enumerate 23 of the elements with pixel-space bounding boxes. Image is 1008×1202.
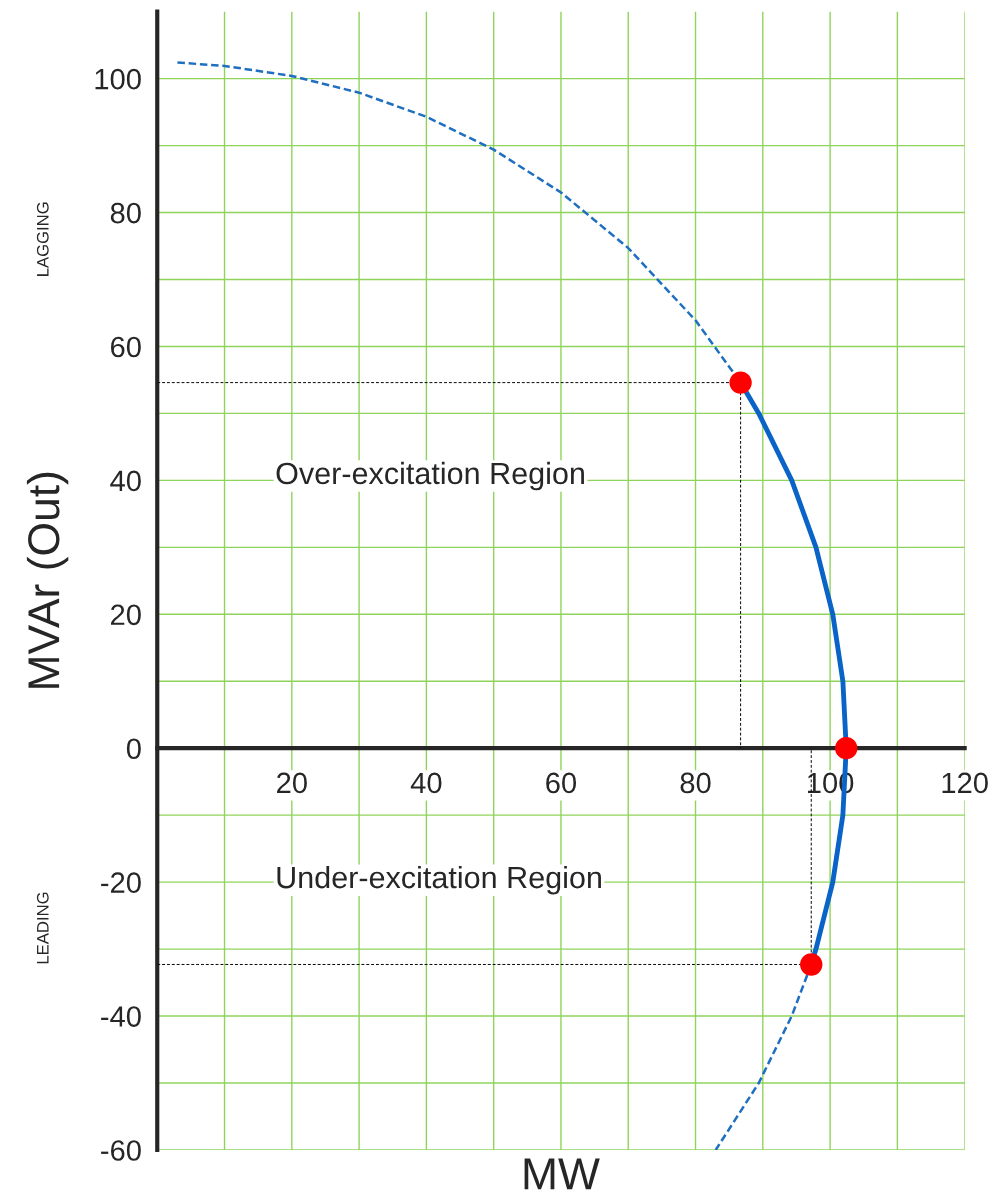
text: LEADING	[36, 892, 49, 964]
point	[800, 953, 823, 976]
y-tick-label: 0	[126, 738, 141, 760]
x-tick-label: 60	[546, 772, 577, 794]
y-tick-label: 40	[110, 470, 141, 492]
y-tick-label: 100	[95, 68, 141, 90]
y-tick-label: -40	[101, 1006, 141, 1027]
point	[729, 371, 752, 394]
y-tick-label: -20	[101, 872, 141, 893]
x-tick-label: 40	[410, 772, 442, 794]
y-tick-label: 20	[111, 604, 141, 626]
y-tick-label: 60	[111, 336, 141, 358]
x-axis-title: MW	[524, 1158, 600, 1190]
x-tick-label: 20	[277, 772, 307, 794]
x-tick-label: 80	[680, 772, 711, 794]
annotation: Under-excitation Region	[277, 865, 601, 895]
point	[835, 737, 858, 760]
y-tick-label: -60	[101, 1140, 141, 1161]
annotation: Over-excitation Region	[276, 461, 584, 491]
text: LAGGING	[36, 202, 49, 276]
x-tick-label: 120	[942, 772, 988, 794]
y-tick-label: 80	[110, 202, 141, 224]
y-axis-title: MVAr (Out)	[26, 472, 69, 688]
